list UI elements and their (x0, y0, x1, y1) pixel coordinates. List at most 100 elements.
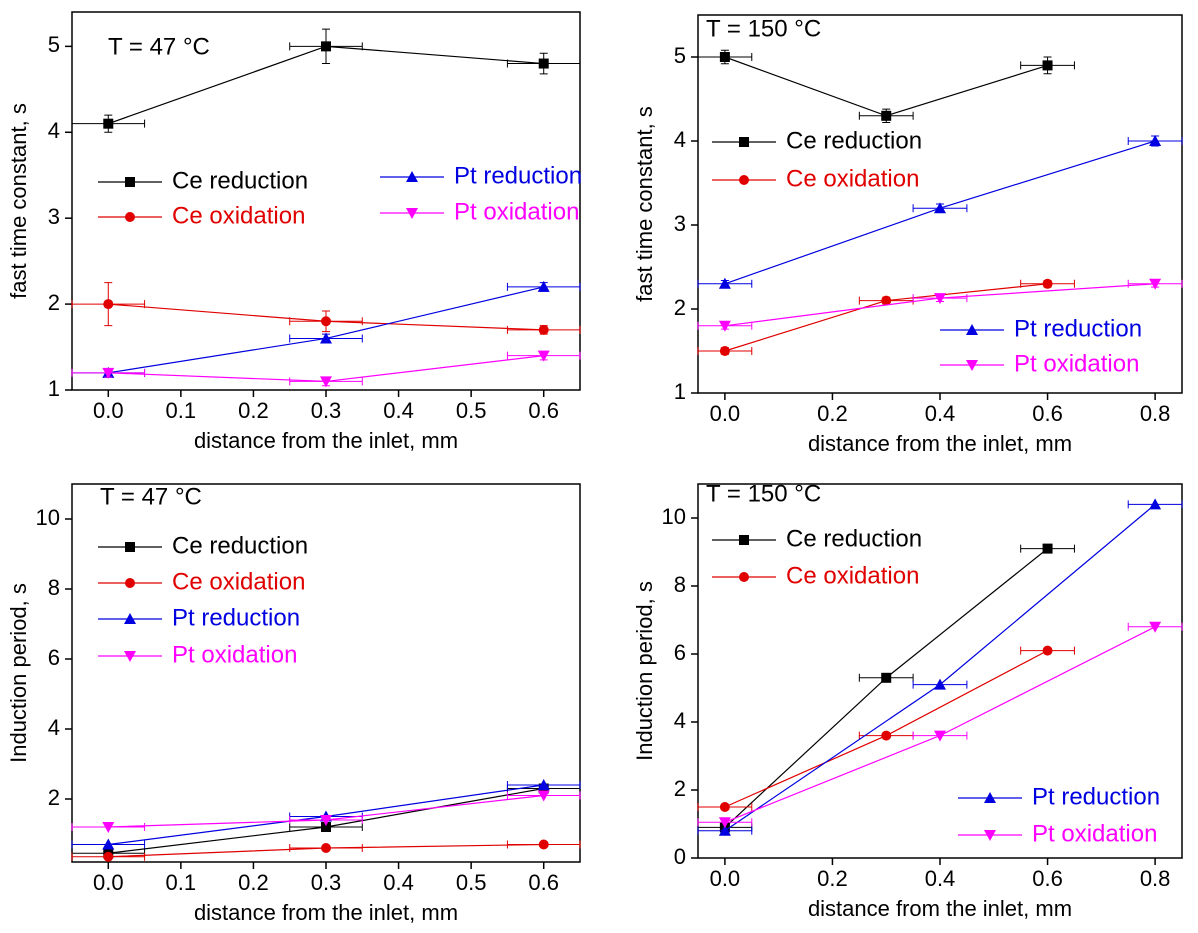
x-tick-label: 0.6 (1032, 401, 1063, 426)
marker (102, 838, 115, 850)
x-tick-label: 0.8 (1140, 866, 1171, 891)
marker (719, 346, 730, 356)
marker (321, 316, 331, 327)
y-tick-label: 1 (48, 376, 60, 401)
legend-marker (125, 542, 135, 552)
marker (1042, 543, 1053, 554)
y-tick-label: 0 (674, 844, 686, 869)
x-tick-label: 0.6 (528, 870, 559, 895)
marker (934, 202, 946, 214)
x-tick-label: 0.4 (383, 870, 414, 895)
marker (1042, 645, 1053, 656)
marker (1149, 498, 1162, 510)
x-tick-label: 0.3 (311, 870, 342, 895)
y-tick-label: 10 (662, 504, 686, 529)
x-tick-label: 0.2 (817, 401, 848, 426)
legend-label: Pt oxidation (1032, 820, 1157, 847)
y-tick-label: 8 (48, 575, 60, 600)
marker (934, 293, 946, 305)
x-tick-label: 0.0 (93, 398, 124, 423)
marker (537, 350, 550, 362)
marker (719, 52, 730, 62)
x-tick-label: 0.5 (456, 398, 487, 423)
legend-marker (966, 324, 978, 335)
legend-label: Pt oxidation (1014, 350, 1139, 377)
x-tick-label: 0.8 (1140, 401, 1171, 426)
marker (320, 376, 332, 388)
x-tick-label: 0.0 (710, 401, 741, 426)
x-axis-label: distance from the inlet, mm (808, 431, 1072, 456)
legend-marker (739, 175, 749, 185)
marker (103, 118, 114, 129)
marker (320, 815, 332, 826)
x-tick-label: 0.1 (166, 870, 197, 895)
x-tick-label: 0.4 (383, 398, 414, 423)
legend-label: Pt oxidation (454, 198, 579, 225)
legend-label: Ce reduction (786, 525, 922, 552)
legend-label: Pt reduction (1014, 315, 1142, 342)
legend-label: Ce oxidation (172, 568, 305, 595)
marker (718, 277, 731, 289)
series-line (724, 56, 1048, 117)
y-tick-label: 2 (674, 295, 686, 320)
marker (320, 332, 332, 344)
legend-label: Ce oxidation (786, 165, 919, 192)
legend-label: Ce reduction (786, 127, 922, 154)
panel: 0.0 0.2 0.4 0.6 0.8 1 2 3 4 5 distance from the in… (632, 14, 1183, 456)
marker (321, 41, 331, 52)
marker (934, 730, 946, 742)
annotation: T = 47 °C (108, 33, 210, 60)
annotation: T = 150 °C (706, 480, 821, 507)
y-tick-label: 1 (674, 379, 686, 404)
legend-label: Pt reduction (454, 162, 582, 189)
x-tick-label: 0.6 (1032, 866, 1063, 891)
x-tick-label: 0.0 (710, 866, 741, 891)
y-tick-label: 3 (674, 211, 686, 236)
legend-label: Ce oxidation (786, 562, 919, 589)
marker (321, 843, 331, 853)
x-tick-label: 0.6 (528, 398, 559, 423)
marker (102, 822, 115, 833)
legend-marker (406, 171, 418, 182)
panel: 0.0 0.1 0.2 0.3 0.4 0.5 0.6 2 4 6 8 10 distance from… (6, 483, 581, 925)
marker (1149, 621, 1162, 633)
x-tick-label: 0.3 (311, 398, 342, 423)
marker (103, 299, 114, 310)
x-tick-label: 0.1 (166, 398, 197, 423)
y-axis-label: fast time constant, s (632, 106, 657, 302)
marker (718, 320, 731, 332)
legend-marker (124, 613, 136, 624)
legend-label: Ce oxidation (172, 202, 305, 229)
marker (881, 672, 892, 683)
marker (881, 295, 892, 306)
marker (538, 839, 549, 850)
x-tick-label: 0.4 (925, 401, 956, 426)
legend-label: Ce reduction (172, 532, 308, 559)
legend-marker (739, 535, 749, 545)
x-axis-label: distance from the inlet, mm (194, 900, 458, 925)
legend-marker (966, 360, 978, 371)
legend-marker (984, 830, 996, 841)
y-tick-label: 5 (674, 43, 686, 68)
marker (881, 730, 892, 741)
marker (102, 367, 115, 379)
x-tick-label: 0.0 (93, 870, 124, 895)
legend-marker (125, 177, 135, 187)
y-axis-label: fast time constant, s (6, 103, 31, 299)
marker (718, 817, 731, 829)
marker (1042, 278, 1053, 289)
y-tick-label: 4 (48, 715, 60, 740)
y-tick-label: 6 (48, 645, 60, 670)
panel: 0.0 0.2 0.4 0.6 0.8 0 2 4 6 8 10 distance from the … (632, 480, 1183, 921)
legend-label: Pt oxidation (172, 641, 297, 668)
x-tick-label: 0.2 (817, 866, 848, 891)
y-axis-label: Induction period, s (6, 583, 31, 763)
marker (538, 58, 549, 69)
y-tick-label: 2 (674, 776, 686, 801)
legend-marker (739, 572, 749, 582)
y-tick-label: 4 (674, 708, 686, 733)
marker (1149, 278, 1162, 290)
marker (538, 324, 549, 335)
marker (537, 790, 550, 802)
x-axis-label: distance from the inlet, mm (808, 896, 1072, 921)
